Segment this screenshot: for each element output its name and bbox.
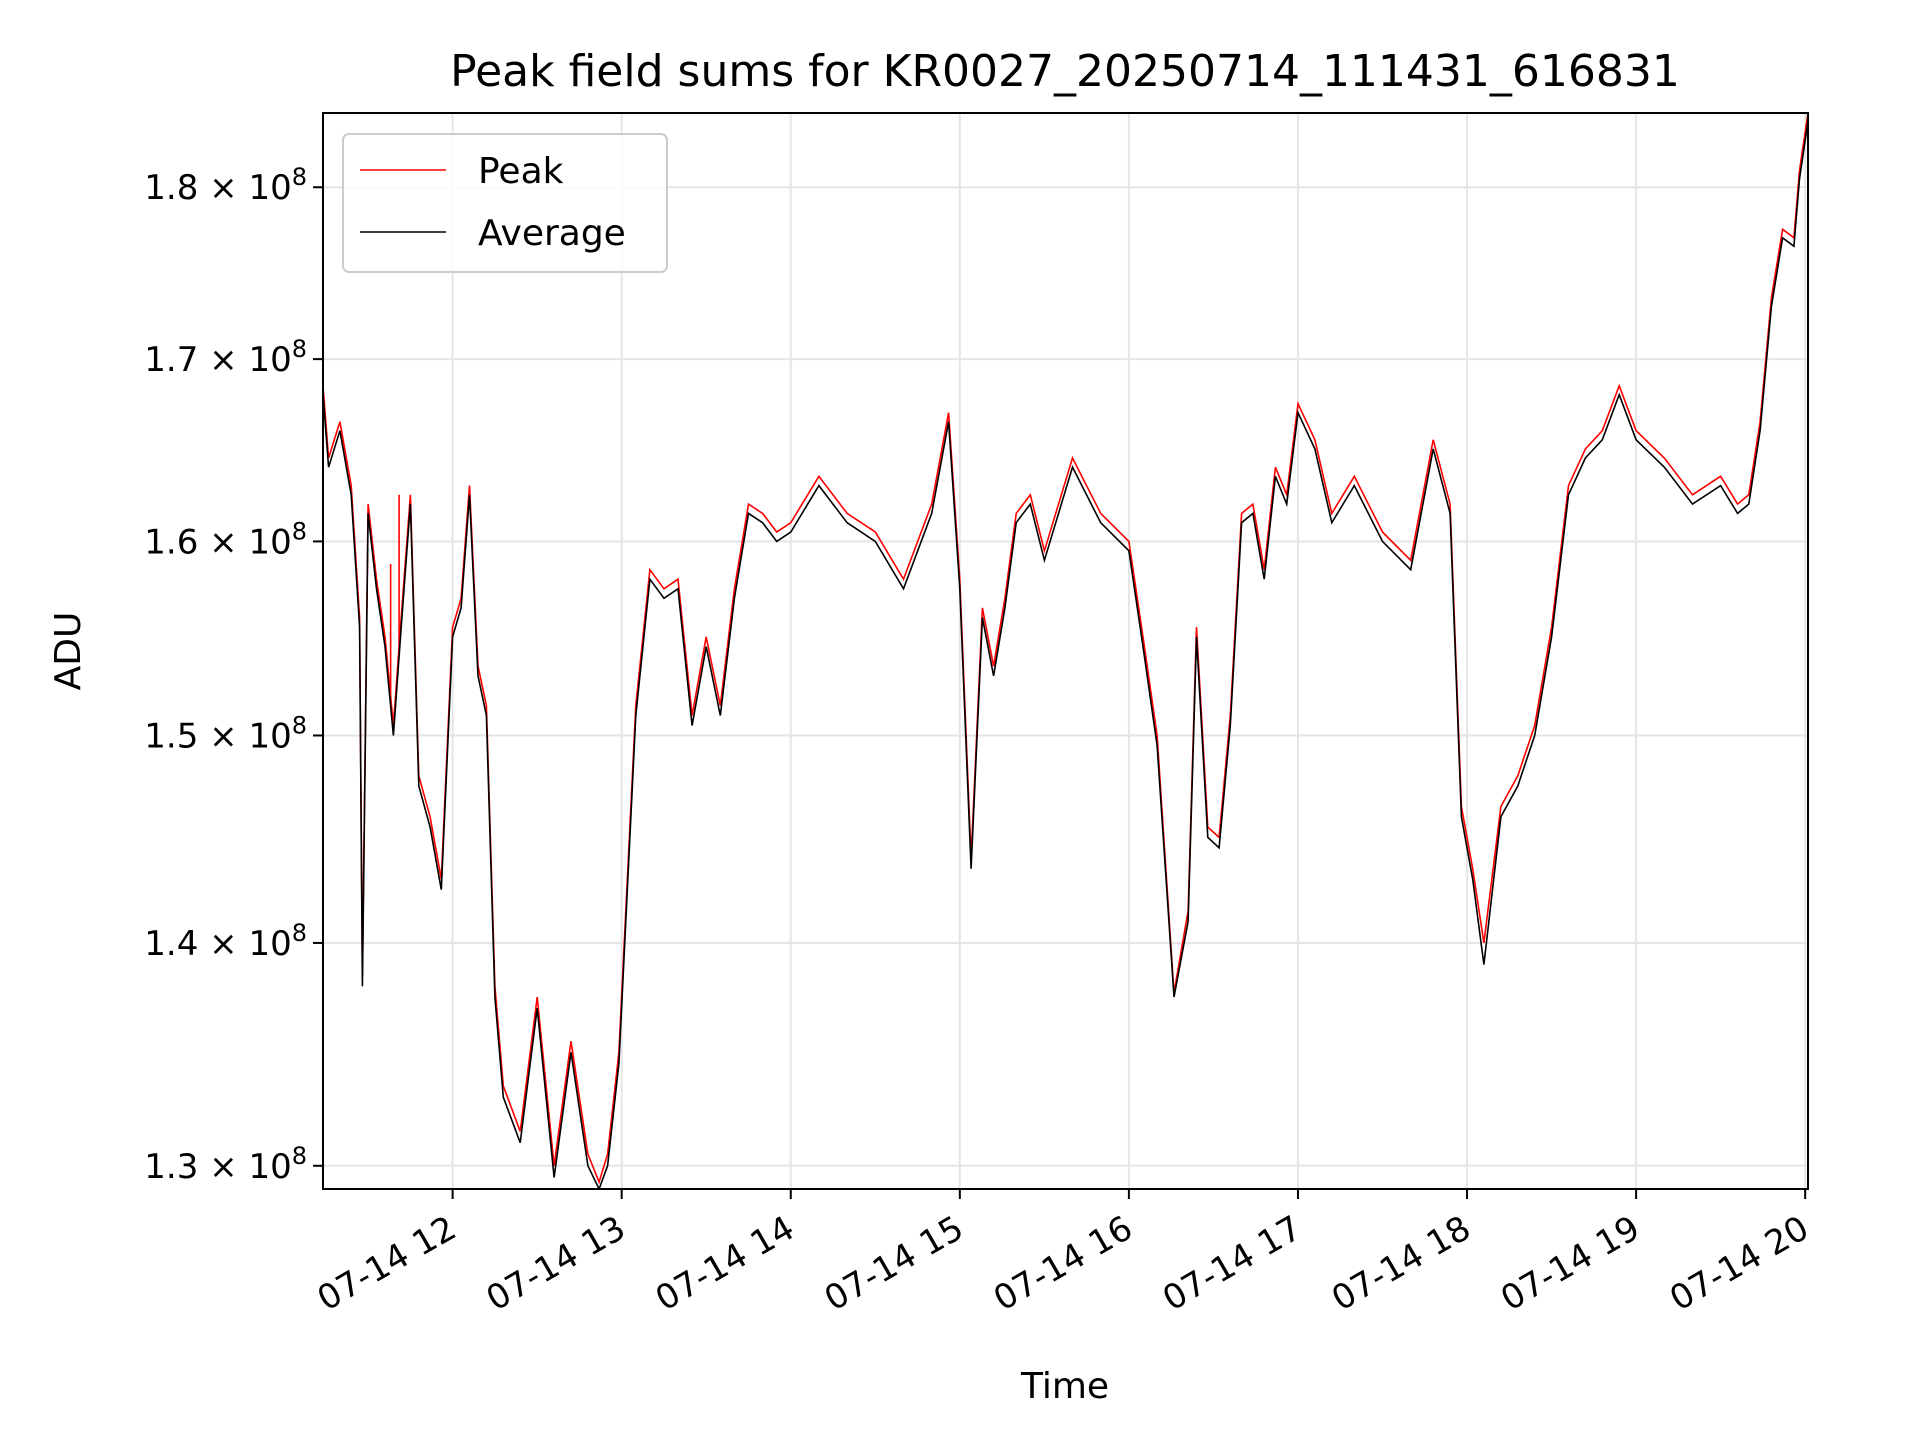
legend-box xyxy=(342,133,668,273)
peak-spikes xyxy=(389,494,400,696)
peak-series-line xyxy=(323,113,1808,1185)
y-tick-label: 1.8 × 108 xyxy=(144,163,307,208)
y-axis-ticks: 1.3 × 108 1.4 × 108 1.5 × 108 1.6 × 108 1.7 … xyxy=(144,163,323,1187)
y-tick-label: 1.7 × 108 xyxy=(144,335,307,380)
legend: Peak Average xyxy=(342,133,668,273)
x-axis-label: Time xyxy=(1020,1366,1109,1407)
y-axis-label: ADU xyxy=(48,612,89,691)
legend-peak-label: Peak xyxy=(478,151,564,192)
plot-frame xyxy=(322,112,1809,1190)
legend-average-label: Average xyxy=(478,213,626,254)
chart-title: Peak field sums for KR0027_20250714_1114… xyxy=(450,46,1680,97)
y-tick-label: 1.6 × 108 xyxy=(144,517,307,562)
average-series-line xyxy=(323,121,1808,1189)
plot-lines xyxy=(323,113,1808,1189)
gridlines xyxy=(323,113,1808,1189)
y-tick-label: 1.4 × 108 xyxy=(144,919,307,964)
y-tick-label: 1.3 × 108 xyxy=(144,1142,307,1187)
y-tick-label: 1.5 × 108 xyxy=(144,711,307,756)
